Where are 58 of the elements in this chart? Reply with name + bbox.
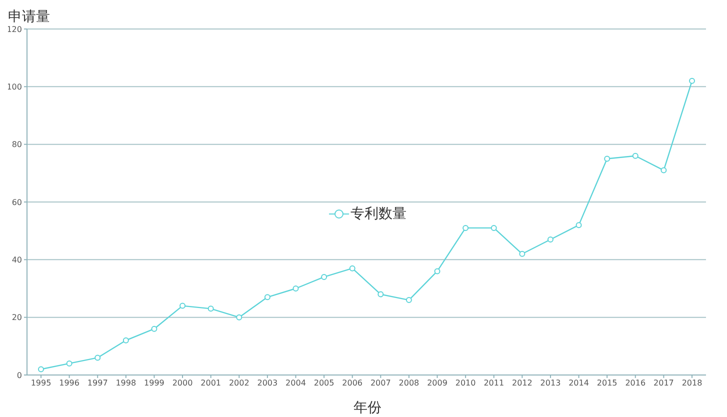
- x-tick-label: 2003: [257, 378, 278, 388]
- x-tick-label: 2012: [512, 378, 532, 388]
- point: [689, 78, 695, 84]
- point: [462, 224, 469, 231]
- x-tick-label: 2010: [455, 378, 476, 388]
- point: [490, 224, 497, 231]
- x-tick-label: 2004: [286, 378, 306, 388]
- x-tick-label: 2002: [228, 378, 250, 388]
- x-tick-label: 1996: [59, 378, 80, 388]
- x-tick-label: 2018: [682, 378, 702, 388]
- x-tick-label: 2007: [370, 378, 391, 388]
- point: [434, 268, 440, 274]
- x-tick-label: 1999: [144, 378, 164, 388]
- point: [406, 297, 412, 304]
- x-tick-label: 2000: [172, 378, 193, 388]
- y-axis-title: 申请量: [8, 8, 50, 26]
- x-tick-label: 2005: [314, 378, 334, 388]
- y-tick-label: 80: [12, 140, 22, 150]
- point: [122, 337, 129, 344]
- y-tick-label: 120: [6, 24, 22, 34]
- point: [94, 354, 101, 361]
- point: [321, 274, 328, 280]
- x-tick-label: 2011: [484, 378, 504, 388]
- point: [236, 314, 242, 320]
- point: [349, 265, 356, 272]
- point: [547, 236, 554, 242]
- y-tick-label: 20: [12, 313, 22, 322]
- x-tick-label: 2014: [568, 378, 589, 388]
- point: [208, 306, 214, 312]
- x-tick-label: 2013: [540, 378, 561, 388]
- x-tick-label: 2009: [427, 378, 448, 388]
- point: [180, 302, 186, 309]
- x-tick-label: 2008: [398, 378, 420, 388]
- x-tick-label: 2017: [654, 378, 674, 388]
- x-tick-label: 2006: [342, 378, 363, 388]
- point: [519, 250, 526, 257]
- x-tick-label: 2015: [596, 378, 618, 388]
- x-axis-title: 年份: [352, 399, 382, 417]
- point: [264, 294, 270, 300]
- point: [378, 291, 384, 298]
- y-tick-label: 40: [12, 256, 22, 265]
- x-tick-label: 2016: [625, 378, 646, 388]
- y-tick-label: 100: [6, 82, 22, 92]
- point: [604, 156, 610, 162]
- x-tick-label: 2001: [200, 378, 222, 388]
- point: [151, 326, 158, 332]
- point: [576, 222, 582, 228]
- x-tick-label: 1997: [87, 378, 108, 388]
- legend-label: 专利数量: [350, 204, 406, 222]
- x-tick-label: 1995: [30, 378, 52, 388]
- point: [66, 360, 72, 366]
- point: [38, 366, 44, 372]
- x-tick-label: 1998: [116, 378, 136, 388]
- point: [632, 152, 638, 159]
- point: [660, 167, 667, 174]
- point: [292, 286, 299, 292]
- y-tick-label: 0: [16, 370, 22, 380]
- y-tick-label: 60: [12, 198, 22, 207]
